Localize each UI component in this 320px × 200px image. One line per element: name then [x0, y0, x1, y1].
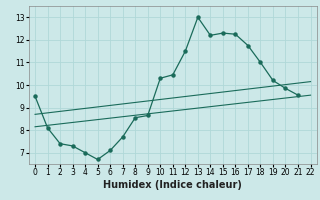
X-axis label: Humidex (Indice chaleur): Humidex (Indice chaleur) [103, 180, 242, 190]
